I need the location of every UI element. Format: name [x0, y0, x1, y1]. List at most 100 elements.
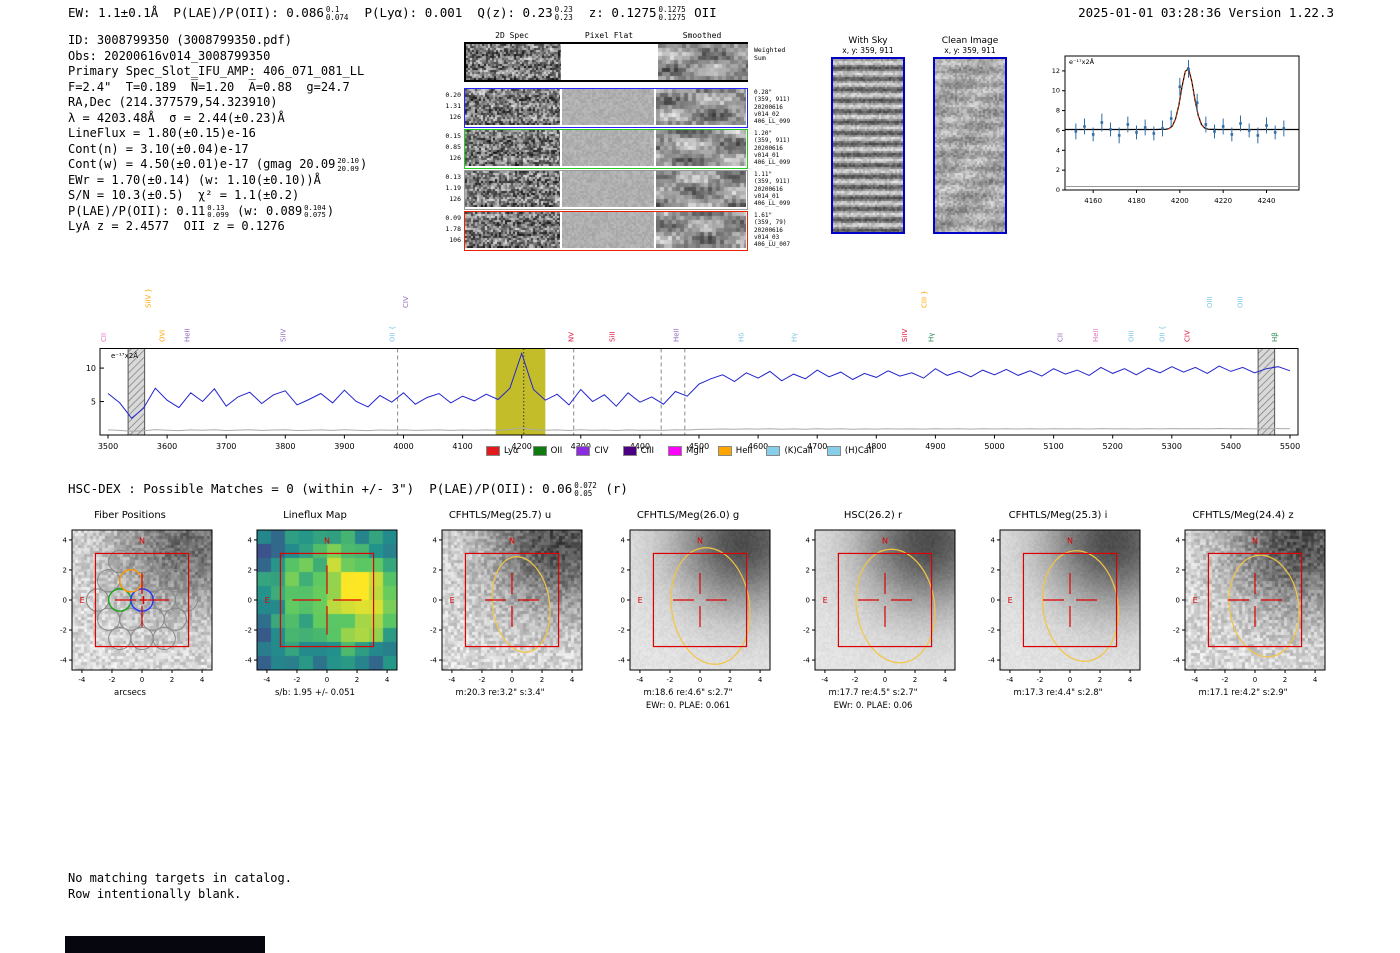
- svg-text:0: 0: [63, 596, 67, 604]
- line-label-CIV: CIV: [402, 296, 410, 308]
- cutout-panel-5: HSC(26.2) r -4 -4 -2 -2 0 0 2 2 4 4 N Em:17.7 re:4.5…: [787, 505, 959, 720]
- line-label-H: Hβ: [1271, 332, 1279, 342]
- cutout-caption: m:17.1 re:4.2" s:2.9": [1149, 688, 1337, 698]
- cutout-panel-4: CFHTLS/Meg(26.0) g -4 -4 -2 -2 0 0 2 2 4 4 N Em:18.6…: [602, 505, 774, 720]
- compass-north-label: N: [1252, 537, 1258, 546]
- cutout-overlay: -4 -4 -2 -2 0 0 2 2 4 4 N E: [787, 505, 959, 710]
- info-line-7: LineFlux = 1.80(±0.15)e-16: [68, 126, 367, 142]
- text-segment: (w: 0.089: [230, 204, 302, 218]
- svg-text:-2: -2: [60, 627, 67, 635]
- svg-text:0: 0: [325, 676, 329, 684]
- cutout-caption: m:20.3 re:3.2" s:3.4": [406, 688, 594, 698]
- compass-north-label: N: [697, 537, 703, 546]
- line-label-OII: OII {: [389, 326, 397, 342]
- spec2d-row-2: [464, 129, 748, 169]
- legend-item-HCaII: (H)CaII: [827, 446, 874, 456]
- summary-stats-line: EW: 1.1±0.1Å P(LAE)/P(OII): 0.086 0.1 0.07…: [68, 5, 717, 21]
- spec2d-cell-smooth: [656, 212, 746, 248]
- compass-east-label: E: [80, 596, 85, 605]
- cutout-caption-2: EWr: 0. PLAE: 0.061: [594, 701, 782, 711]
- cutout-overlay: -4 -4 -2 -2 0 0 2 2 4 4 N E: [972, 505, 1144, 710]
- legend-swatch: [668, 446, 682, 456]
- svg-text:2: 2: [540, 676, 544, 684]
- legend-item-Ly: Lyα: [486, 446, 519, 456]
- sup-sub-value: 0.1275 0.1275: [659, 6, 686, 22]
- svg-text:4: 4: [621, 536, 626, 544]
- with-sky-image: [831, 57, 905, 234]
- svg-text:-2: -2: [666, 676, 673, 684]
- line-label-OIII: OIII: [1206, 296, 1214, 308]
- svg-text:2: 2: [433, 566, 437, 574]
- spec2d-col-title: Pixel Flat: [564, 31, 654, 40]
- svg-text:-2: -2: [1221, 676, 1228, 684]
- info-line-10: EWr = 1.70(±0.14) (w: 1.10(±0.10))Å: [68, 173, 367, 189]
- line-label-H: Hγ: [928, 333, 936, 342]
- svg-text:2: 2: [991, 566, 995, 574]
- legend-swatch: [623, 446, 637, 456]
- info-line-2: Obs: 20200616v014_3008799350: [68, 49, 367, 65]
- legend-item-MgII: MgII: [668, 446, 704, 456]
- gaussian-fit-curve: [1065, 69, 1299, 130]
- weighted-sum-label: Weighted Sum: [754, 46, 785, 62]
- footer-notes: No matching targets in catalog. Row inte…: [68, 870, 292, 902]
- svg-text:2: 2: [170, 676, 174, 684]
- text-segment: F=2.4" T=0.189 N̅=1.20 A̅=0.88 g=24.7: [68, 80, 350, 94]
- svg-text:0: 0: [140, 676, 144, 684]
- spec2d-cell-smooth: [658, 44, 748, 80]
- line-label-OII: OII {: [1159, 326, 1167, 342]
- text-segment: ): [360, 157, 367, 171]
- line-label-HeII: HeII: [672, 328, 680, 342]
- footer-line-2: Row intentionally blank.: [68, 886, 292, 902]
- svg-text:-4: -4: [263, 676, 271, 684]
- svg-text:4180: 4180: [1128, 197, 1146, 205]
- line-label-SiIV: SiIV: [279, 329, 287, 342]
- info-line-12: P(LAE)/P(OII): 0.11 0.13 0.099 (w: 0.089 0.…: [68, 204, 367, 220]
- clean-image-title: Clean Image: [928, 36, 1012, 46]
- compass-east-label: E: [1193, 596, 1198, 605]
- legend-item-KCaII: (K)CaII: [766, 446, 812, 456]
- svg-text:-2: -2: [1036, 676, 1043, 684]
- legend-item-HeII: HeII: [718, 446, 753, 456]
- text-segment: ): [327, 204, 334, 218]
- spec2d-col-title: Smoothed: [657, 31, 747, 40]
- sup-sub-value: 20.10 20.09: [337, 157, 359, 172]
- line-label-SiIV: SiIV }: [145, 288, 153, 308]
- catalog-match-line: HSC-DEX : Possible Matches = 0 (within +…: [68, 481, 628, 497]
- svg-text:4: 4: [248, 536, 253, 544]
- svg-text:-4: -4: [1173, 657, 1181, 665]
- svg-text:6: 6: [1056, 126, 1060, 134]
- compass-north-label: N: [882, 537, 888, 546]
- compass-east-label: E: [265, 596, 270, 605]
- clean-image: [933, 57, 1007, 234]
- svg-text:-2: -2: [803, 627, 810, 635]
- line-label-HeII: HeII: [1092, 328, 1100, 342]
- svg-text:4: 4: [1056, 146, 1060, 154]
- text-segment: Cont(n) = 3.10(±0.04)e-17: [68, 142, 249, 156]
- svg-text:0: 0: [1056, 186, 1060, 194]
- cutout-panel-1: Fiber Positions -4 -4 -2 -2 0 0 2 2 4 4 N Earcsecs: [44, 505, 216, 720]
- clean-image-xy: x, y: 359, 911: [928, 46, 1012, 55]
- sup-sub-value: 0.072 0.05: [574, 482, 597, 498]
- svg-text:0: 0: [1253, 676, 1257, 684]
- line-fit-svg: 0246810124160 4180 4200 4220 4240e⁻¹⁷x2Å: [1035, 48, 1307, 218]
- svg-text:0: 0: [248, 596, 252, 604]
- spec2d-cell-raw: [465, 89, 560, 125]
- line-fit-plot: 0 2 4 6 8 10 12 4160 4180 4200 4220 4240 e⁻¹⁷x2Å: [1035, 48, 1307, 218]
- svg-text:10: 10: [86, 364, 96, 373]
- svg-text:0: 0: [698, 676, 702, 684]
- svg-text:-4: -4: [636, 676, 644, 684]
- svg-text:2: 2: [1283, 676, 1287, 684]
- with-sky-title: With Sky: [826, 36, 910, 46]
- text-segment: Cont(w) = 4.50(±0.01)e-17 (gmag 20.09: [68, 157, 335, 171]
- line-label-OIII: OIII: [1237, 296, 1245, 308]
- spec2d-row-left-labels: 0.13 1.19 126: [440, 172, 461, 205]
- compass-north-label: N: [324, 537, 330, 546]
- svg-text:4: 4: [758, 676, 763, 684]
- svg-text:2: 2: [248, 566, 252, 574]
- spec2d-cell-raw: [466, 44, 561, 80]
- text-segment: LyA z = 2.4577 OII z = 0.1276: [68, 219, 285, 233]
- cutout-overlay: -4 -4 -2 -2 0 0 2 2 4 4 N E: [1157, 505, 1329, 710]
- text-segment: LineFlux = 1.80(±0.15)e-16: [68, 126, 256, 140]
- svg-text:4160: 4160: [1084, 197, 1102, 205]
- cutout-caption-2: EWr: 0. PLAE: 0.06: [779, 701, 967, 711]
